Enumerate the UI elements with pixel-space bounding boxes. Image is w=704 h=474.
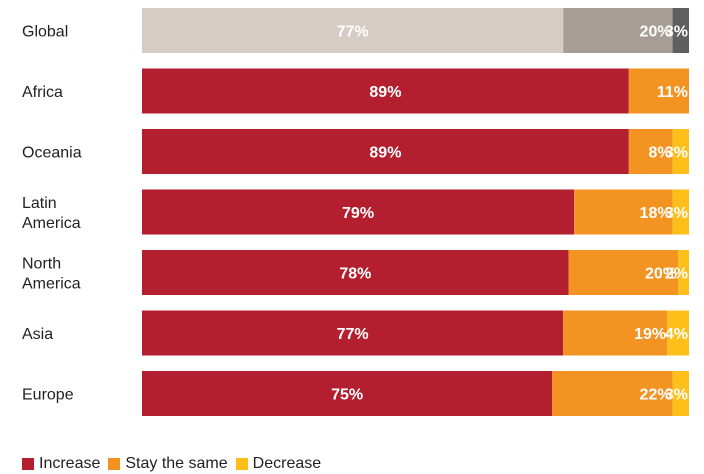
chart-plot-area: Global 77% 20%3%Africa 89% 11%Oceania 89% 8%3%…: [22, 8, 689, 416]
bar-north-america-increase: [142, 250, 569, 295]
bar-asia-increase: [142, 310, 564, 356]
bar-latin-america-increase: [142, 189, 575, 235]
data-label-north-america-increase: 78%: [339, 266, 371, 283]
data-label-global-stay-the-same: 20%: [640, 24, 672, 41]
bar-north-america-decrease: [678, 250, 689, 295]
chart-legend: Increase Stay the same Decrease: [22, 455, 329, 473]
data-label-africa-stay-the-same: 11%: [657, 84, 688, 101]
bar-europe-increase: [142, 371, 553, 416]
bar-europe-stay-the-same: [552, 371, 673, 416]
data-label-asia-increase: 77%: [337, 326, 369, 343]
data-label-oceania-stay-the-same: 8%: [648, 145, 671, 162]
category-label-europe: Europe: [22, 387, 74, 404]
bar-africa-stay-the-same: [628, 68, 689, 114]
legend-label-stay-the-same: Stay the same: [125, 455, 228, 472]
data-label-africa-increase: 89%: [369, 84, 401, 101]
legend-swatch-decrease: [235, 458, 248, 470]
legend-swatch-increase: [22, 458, 34, 470]
data-label-europe-stay-the-same: 22%: [640, 387, 672, 404]
data-label-north-america-stay-the-same: 20%: [645, 266, 677, 283]
bar-oceania-decrease: [672, 129, 689, 174]
legend-item-increase: Increase: [22, 455, 100, 473]
data-label-global-decrease: 3%: [665, 24, 688, 41]
data-label-oceania-decrease: 3%: [665, 145, 688, 162]
bar-europe-decrease: [672, 371, 689, 416]
data-label-latin-america-stay-the-same: 18%: [640, 205, 672, 222]
data-label-latin-america-decrease: 3%: [665, 205, 688, 222]
category-label-global: Global: [22, 24, 68, 41]
category-label-africa: Africa: [22, 84, 63, 101]
data-label-asia-decrease: 4%: [665, 326, 688, 343]
data-label-europe-increase: 75%: [331, 387, 363, 404]
category-label-north-america: North America: [22, 256, 81, 293]
bar-global-stay-the-same: [563, 8, 673, 53]
bar-north-america-stay-the-same: [568, 250, 679, 295]
data-label-europe-decrease: 3%: [665, 387, 688, 404]
category-label-asia: Asia: [22, 326, 53, 343]
legend-item-stay-the-same: Stay the same: [108, 455, 228, 473]
legend-label-decrease: Decrease: [252, 455, 322, 472]
bar-oceania-increase: [142, 129, 629, 174]
bar-latin-america-decrease: [672, 189, 689, 235]
bar-oceania-stay-the-same: [628, 129, 673, 174]
bar-asia-decrease: [667, 310, 689, 356]
data-label-asia-stay-the-same: 19%: [634, 326, 666, 343]
legend-swatch-stay-the-same: [108, 458, 121, 470]
bar-asia-stay-the-same: [563, 310, 668, 356]
data-label-oceania-increase: 89%: [369, 145, 401, 162]
bar-africa-increase: [142, 68, 629, 114]
bar-latin-america-stay-the-same: [574, 189, 673, 235]
category-label-oceania: Oceania: [22, 145, 82, 162]
bar-global-decrease: [672, 8, 689, 53]
category-label-latin-america: Latin America: [22, 195, 81, 232]
data-label-latin-america-increase: 79%: [342, 205, 374, 222]
legend-label-increase: Increase: [39, 455, 101, 472]
legend-item-decrease: Decrease: [235, 455, 322, 473]
bar-global-increase: [142, 8, 564, 53]
data-label-north-america-decrease: 2%: [665, 266, 688, 283]
data-label-global-increase: 77%: [337, 24, 369, 41]
